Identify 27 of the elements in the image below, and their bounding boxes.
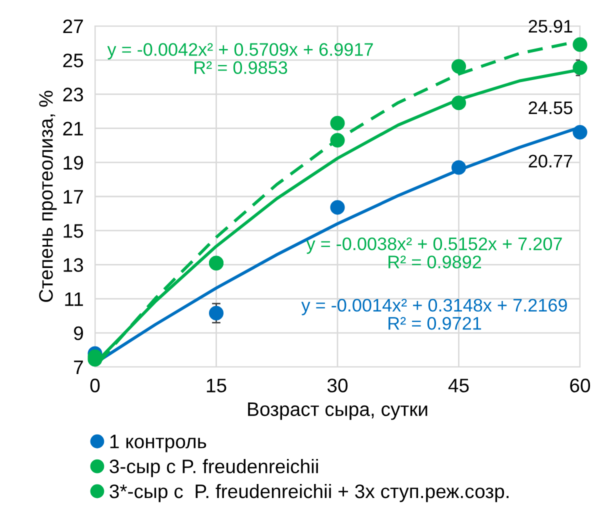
x-tick-label: 15 — [206, 378, 226, 392]
y-tick-label: 19 — [64, 156, 83, 170]
x-tick-label: 0 — [90, 378, 100, 392]
y-tick-label: 7 — [74, 360, 83, 374]
annotation: y = -0.0042x² + 0.5709x + 6.9917 R² = 0.9853 — [107, 43, 373, 74]
y-tick-label: 13 — [64, 258, 84, 272]
annotation: y = -0.0038x² + 0.5152x + 7.207 R² = 0.9892 — [306, 237, 562, 268]
y-tick-label: 27 — [63, 19, 83, 34]
y-tick-label: 25 — [63, 54, 84, 68]
legend-label: 3*-сыр с P. freudenreichii + 3х ступ.реж.созр. — [110, 484, 508, 502]
x-axis-title: Возраст сыра, сутки — [248, 402, 428, 420]
x-tick-label: 45 — [448, 378, 469, 392]
x-tick-label: 30 — [327, 378, 348, 392]
y-tick-label: 9 — [74, 326, 83, 340]
annotation: y = -0.0014x² + 0.3148x + 7.2169 R² = 0.9721 — [301, 298, 567, 330]
y-tick-label: 11 — [65, 292, 83, 306]
legend-label: 3-сыр с P. freudenreichii — [110, 459, 318, 478]
data-label: 25.91 — [528, 20, 572, 33]
data-label: 20.77 — [528, 154, 572, 168]
data-label: 24.55 — [528, 101, 572, 114]
x-tick-label: 60 — [570, 378, 590, 392]
y-tick-label: 17 — [64, 190, 83, 204]
y-tick-label: 23 — [63, 88, 84, 102]
y-tick-label: 15 — [64, 224, 84, 238]
legend-label: 1 контроль — [110, 434, 206, 452]
y-axis-title: Степень протеолиза, % — [39, 90, 57, 302]
y-tick-label: 21 — [63, 122, 83, 136]
